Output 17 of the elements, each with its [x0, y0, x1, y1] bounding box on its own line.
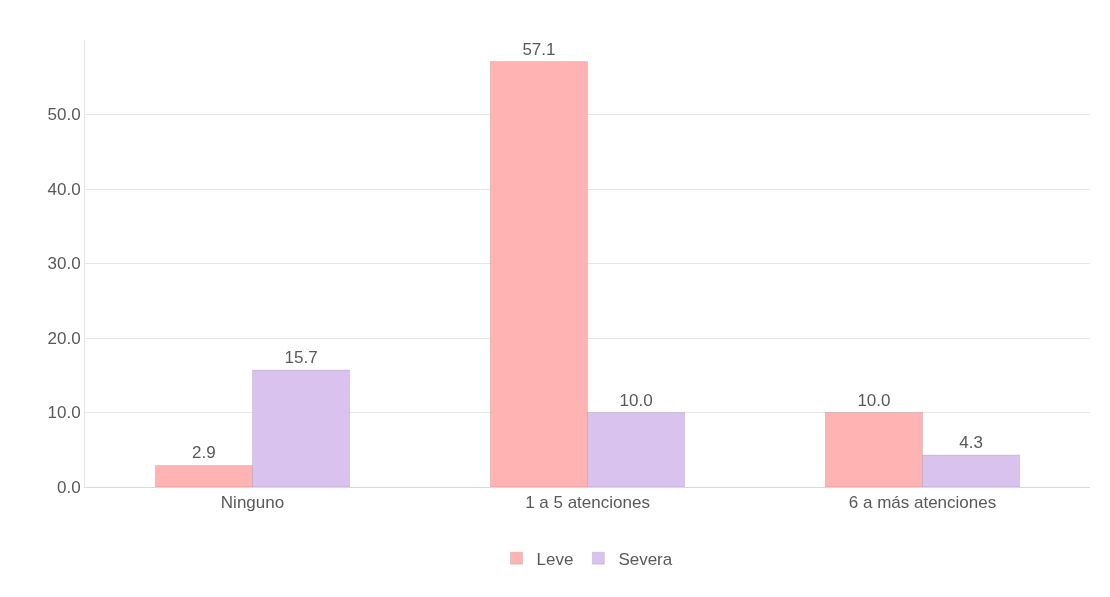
- data-label: 10.0: [619, 390, 653, 410]
- y-tick-label: 20.0: [47, 328, 81, 348]
- x-tick-label: 1 a 5 atenciones: [525, 493, 650, 513]
- legend-label: Severa: [618, 549, 673, 569]
- x-tick-label: Ninguno: [220, 493, 285, 513]
- y-tick-label: 50.0: [47, 105, 81, 125]
- y-tick-label: 10.0: [47, 403, 81, 423]
- x-tick-label: 6 a más atenciones: [848, 493, 997, 513]
- y-tick-label: 30.0: [47, 254, 81, 274]
- y-tick-label: 0.0: [56, 477, 81, 497]
- y-tick-label: 40.0: [47, 179, 81, 199]
- data-label: 15.7: [284, 348, 318, 368]
- data-label: 10.0: [857, 390, 891, 410]
- data-label: 4.3: [959, 432, 983, 452]
- legend-label: Leve: [536, 549, 574, 569]
- data-label: 2.9: [192, 443, 216, 463]
- data-label: 57.1: [522, 39, 556, 59]
